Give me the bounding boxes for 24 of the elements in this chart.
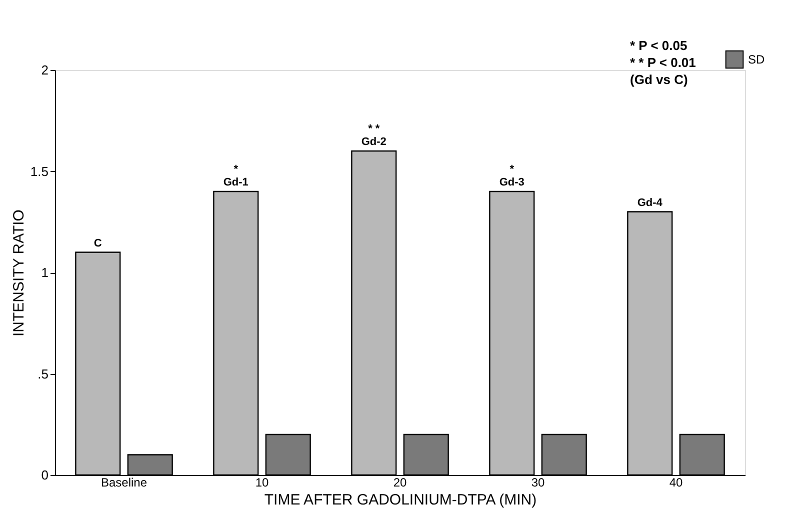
x-tick-label: Baseline [100,476,148,490]
annotation: Gd-3 [499,176,524,188]
x-tick-label: 40 [669,476,683,490]
text: * * P < 0.01 [630,55,696,70]
x-axis-title: TIME AFTER GADOLINIUM-DTPA (MIN) [264,492,537,508]
annotation: * * [368,123,380,135]
y-tick-label: .5 [38,366,48,382]
y-tick-label: 0 [41,468,48,482]
text: * P < 0.05 [630,38,688,53]
annotation: C [94,237,102,250]
annotation: * [510,164,515,176]
annotation: Gd-4 [637,196,664,209]
y-axis-title: INTENSITY RATIO [10,210,28,336]
y-tick-label: 1.5 [30,164,48,179]
annotation: * [234,164,239,176]
y-tick-label: 1 [41,265,48,280]
y-tick-label: 2 [41,62,48,78]
legend-label: SD [748,52,766,66]
annotation: Gd-2 [361,136,386,148]
annotation: Gd-1 [223,176,248,188]
x-tick-label: 20 [393,476,407,490]
x-tick-label: 30 [531,476,545,490]
annotation: (Gd vs C) [630,72,688,87]
x-tick-label: 10 [255,476,269,490]
